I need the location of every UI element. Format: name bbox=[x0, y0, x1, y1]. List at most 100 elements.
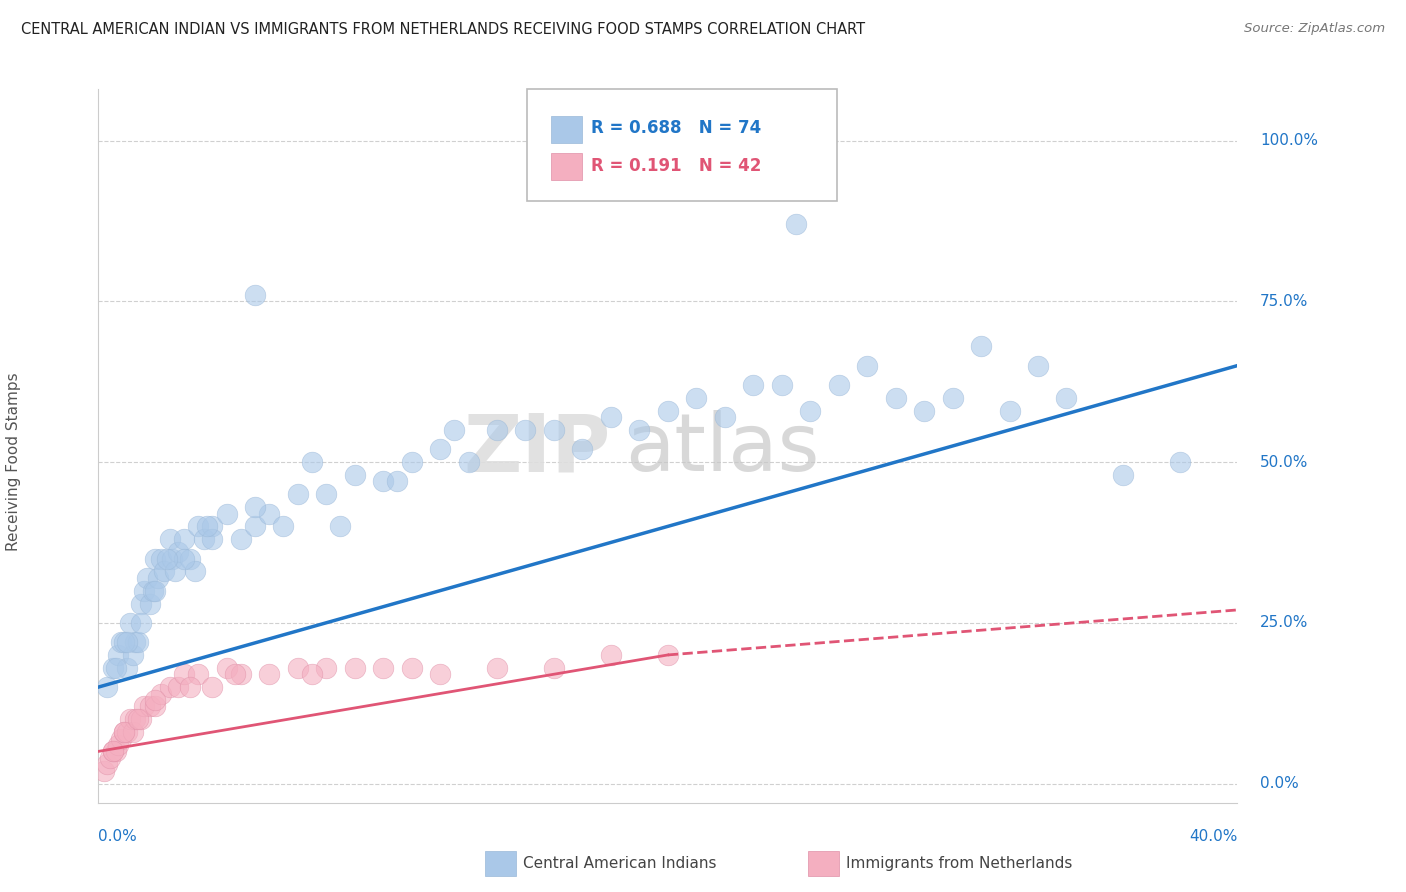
Text: 100.0%: 100.0% bbox=[1260, 133, 1317, 148]
Point bbox=[287, 661, 309, 675]
Point bbox=[387, 475, 409, 489]
Point bbox=[628, 423, 651, 437]
Point bbox=[93, 764, 115, 778]
Point bbox=[124, 712, 146, 726]
Point bbox=[287, 487, 309, 501]
Text: CENTRAL AMERICAN INDIAN VS IMMIGRANTS FROM NETHERLANDS RECEIVING FOOD STAMPS COR: CENTRAL AMERICAN INDIAN VS IMMIGRANTS FR… bbox=[21, 22, 865, 37]
Point bbox=[101, 744, 124, 758]
Point bbox=[104, 661, 127, 675]
Point bbox=[187, 667, 209, 681]
Point bbox=[229, 533, 252, 547]
Point bbox=[141, 583, 163, 598]
Point bbox=[107, 648, 129, 662]
Point bbox=[173, 667, 195, 681]
Point bbox=[193, 533, 215, 547]
Point bbox=[127, 635, 149, 649]
Point bbox=[107, 738, 129, 752]
Point bbox=[515, 423, 537, 437]
Point bbox=[371, 475, 394, 489]
Point bbox=[115, 661, 138, 675]
Point bbox=[96, 757, 118, 772]
Point bbox=[543, 423, 565, 437]
Point bbox=[600, 648, 623, 662]
Point bbox=[856, 359, 879, 373]
Point bbox=[159, 680, 181, 694]
Point bbox=[315, 487, 337, 501]
Point bbox=[201, 533, 224, 547]
Point bbox=[714, 410, 737, 425]
Point bbox=[179, 680, 201, 694]
Point bbox=[371, 661, 394, 675]
Point bbox=[104, 744, 127, 758]
Point bbox=[129, 597, 152, 611]
Point bbox=[138, 597, 160, 611]
Point bbox=[135, 571, 157, 585]
Point bbox=[259, 667, 281, 681]
Point bbox=[1170, 455, 1192, 469]
Point bbox=[770, 378, 793, 392]
Point bbox=[457, 455, 479, 469]
Text: 75.0%: 75.0% bbox=[1260, 293, 1309, 309]
Point bbox=[315, 661, 337, 675]
Point bbox=[243, 288, 266, 302]
Point bbox=[942, 391, 965, 405]
Point bbox=[187, 519, 209, 533]
Point bbox=[150, 551, 173, 566]
Point bbox=[785, 217, 807, 231]
Point bbox=[162, 551, 184, 566]
Point bbox=[145, 583, 167, 598]
Point bbox=[148, 571, 170, 585]
Point bbox=[98, 751, 121, 765]
Text: 0.0%: 0.0% bbox=[1260, 776, 1299, 791]
Point bbox=[301, 455, 323, 469]
Point bbox=[401, 455, 423, 469]
Point bbox=[129, 615, 152, 630]
Point bbox=[571, 442, 593, 457]
Text: Receiving Food Stamps: Receiving Food Stamps bbox=[6, 373, 21, 551]
Point bbox=[110, 731, 132, 746]
Point bbox=[301, 667, 323, 681]
Point bbox=[165, 565, 187, 579]
Point bbox=[215, 661, 238, 675]
Point bbox=[443, 423, 465, 437]
Text: 40.0%: 40.0% bbox=[1189, 829, 1237, 844]
Text: ZIP: ZIP bbox=[464, 410, 612, 488]
Point bbox=[121, 725, 143, 739]
Point bbox=[115, 635, 138, 649]
Text: 25.0%: 25.0% bbox=[1260, 615, 1309, 631]
Point bbox=[1112, 467, 1135, 482]
Text: atlas: atlas bbox=[626, 410, 820, 488]
Point bbox=[173, 551, 195, 566]
Point bbox=[1026, 359, 1049, 373]
Point bbox=[329, 519, 352, 533]
Point bbox=[124, 635, 146, 649]
Point bbox=[145, 551, 167, 566]
Point bbox=[153, 565, 176, 579]
Point bbox=[657, 648, 679, 662]
Point bbox=[273, 519, 295, 533]
Point bbox=[184, 565, 207, 579]
Point bbox=[115, 725, 138, 739]
Point bbox=[96, 680, 118, 694]
Text: Source: ZipAtlas.com: Source: ZipAtlas.com bbox=[1244, 22, 1385, 36]
Text: Central American Indians: Central American Indians bbox=[523, 856, 717, 871]
Point bbox=[657, 403, 679, 417]
Point bbox=[118, 712, 141, 726]
Point bbox=[201, 680, 224, 694]
Point bbox=[343, 661, 366, 675]
Point bbox=[167, 680, 190, 694]
Point bbox=[121, 648, 143, 662]
Text: R = 0.688   N = 74: R = 0.688 N = 74 bbox=[591, 120, 761, 137]
Point bbox=[486, 423, 509, 437]
Point bbox=[132, 583, 155, 598]
Point bbox=[173, 533, 195, 547]
Point bbox=[543, 661, 565, 675]
Point bbox=[828, 378, 851, 392]
Point bbox=[138, 699, 160, 714]
Point bbox=[229, 667, 252, 681]
Point bbox=[156, 551, 179, 566]
Point bbox=[110, 635, 132, 649]
Text: 0.0%: 0.0% bbox=[98, 829, 138, 844]
Point bbox=[195, 519, 218, 533]
Point bbox=[998, 403, 1021, 417]
